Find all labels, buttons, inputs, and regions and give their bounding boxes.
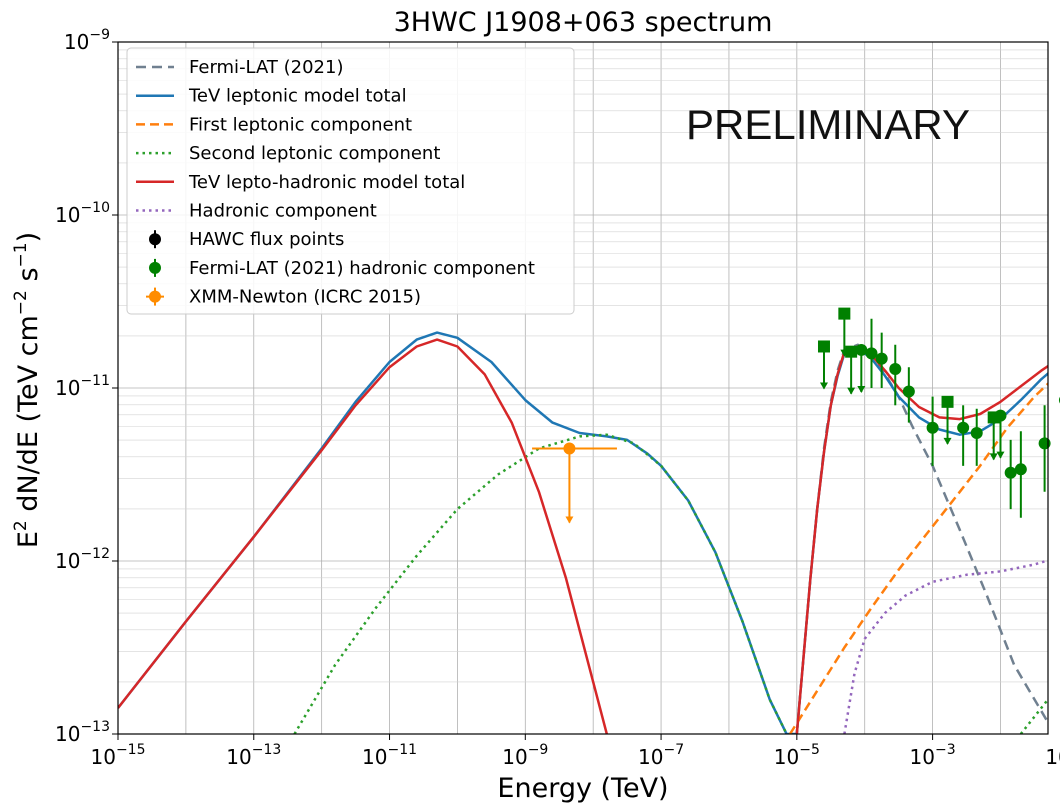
tick-base: 10 bbox=[91, 745, 116, 769]
legend-label: Hadronic component bbox=[189, 201, 377, 222]
x-tick-label: 10−1 bbox=[1045, 742, 1060, 769]
legend-label: Fermi-LAT (2021) bbox=[189, 57, 344, 78]
fermi-point bbox=[845, 345, 858, 358]
fermi-point bbox=[855, 343, 868, 356]
legend-label: Second leptonic component bbox=[189, 143, 440, 164]
tick-sup: −3 bbox=[935, 742, 956, 758]
legend-label: First leptonic component bbox=[189, 114, 412, 135]
tick-base: 10 bbox=[55, 722, 80, 746]
tick-base: 10 bbox=[502, 745, 527, 769]
upper-limit-arrow bbox=[819, 382, 828, 390]
data-points bbox=[532, 307, 1060, 524]
series-line bbox=[795, 345, 1048, 734]
tick-sup: −15 bbox=[116, 742, 146, 758]
tick-sup: −13 bbox=[80, 719, 110, 735]
x-tick-label: 10−7 bbox=[638, 742, 684, 769]
fermi-point bbox=[926, 421, 939, 434]
x-tick-label: 10−13 bbox=[226, 742, 281, 769]
curves bbox=[118, 331, 1048, 734]
legend-swatch-marker bbox=[149, 233, 161, 246]
series-line bbox=[843, 559, 1048, 734]
tick-sup: −10 bbox=[80, 200, 110, 216]
chart-title: 3HWC J1908+063 spectrum bbox=[394, 7, 773, 38]
fermi-point bbox=[838, 307, 851, 320]
tick-sup: −9 bbox=[528, 742, 549, 758]
series-line bbox=[118, 338, 609, 734]
fermi-point bbox=[941, 395, 954, 408]
y-tick-label: 10−11 bbox=[55, 373, 110, 400]
y-label-sup: 2 bbox=[11, 520, 31, 531]
legend-label: XMM-Newton (ICRC 2015) bbox=[189, 287, 421, 308]
y-tick-label: 10−13 bbox=[55, 719, 110, 746]
legend-label: HAWC flux points bbox=[189, 229, 344, 250]
legend-label: TeV lepto-hadronic model total bbox=[188, 172, 465, 193]
y-tick-label: 10−10 bbox=[55, 200, 110, 227]
legend-box bbox=[126, 47, 575, 315]
y-label-sup: −2 bbox=[11, 290, 31, 315]
tick-base: 10 bbox=[55, 549, 80, 573]
tick-base: 10 bbox=[638, 745, 663, 769]
legend-swatch-marker bbox=[149, 261, 161, 274]
fermi-point bbox=[1004, 466, 1017, 479]
y-label-part: E bbox=[13, 531, 44, 548]
upper-limit-arrow bbox=[857, 385, 866, 393]
xmm-point bbox=[563, 442, 576, 455]
y-axis-label: E2 dN/dE (TeV cm−2 s−1) bbox=[11, 232, 44, 548]
y-tick-label: 10−12 bbox=[55, 546, 110, 573]
watermark-preliminary: PRELIMINARY bbox=[686, 101, 970, 148]
tick-base: 10 bbox=[774, 745, 799, 769]
fermi-point bbox=[970, 426, 983, 439]
tick-base: 10 bbox=[910, 745, 935, 769]
tick-sup: −5 bbox=[799, 742, 820, 758]
x-axis-label: Energy (TeV) bbox=[497, 773, 668, 804]
legend: Fermi-LAT (2021) TeV leptonic model total… bbox=[126, 47, 575, 315]
fermi-point bbox=[902, 385, 915, 398]
fermi-point bbox=[1038, 437, 1051, 450]
x-tick-label: 10−9 bbox=[502, 742, 548, 769]
fermi-point bbox=[889, 362, 902, 375]
legend-label: Fermi-LAT (2021) hadronic component bbox=[189, 258, 535, 279]
y-label-sup: −1 bbox=[11, 242, 31, 267]
upper-limit-arrow bbox=[989, 453, 998, 461]
tick-sup: −9 bbox=[89, 27, 110, 43]
legend-swatch-marker bbox=[149, 290, 161, 303]
tick-sup: −11 bbox=[387, 742, 417, 758]
legend-label: TeV leptonic model total bbox=[188, 86, 407, 107]
x-tick-label: 10−11 bbox=[362, 742, 417, 769]
y-label-part: dN/dE (TeV cm bbox=[13, 315, 44, 520]
tick-sup: −13 bbox=[252, 742, 282, 758]
fermi-point bbox=[957, 421, 970, 434]
upper-limit-arrow bbox=[847, 387, 856, 395]
fermi-point bbox=[1014, 463, 1027, 476]
x-tick-label: 10−15 bbox=[91, 742, 146, 769]
tick-base: 10 bbox=[64, 30, 89, 54]
x-tick-label: 10−3 bbox=[910, 742, 956, 769]
tick-sup: −7 bbox=[663, 742, 684, 758]
tick-base: 10 bbox=[55, 203, 80, 227]
fermi-point bbox=[875, 352, 888, 365]
fermi-point bbox=[994, 409, 1007, 422]
tick-sup: −12 bbox=[80, 546, 110, 562]
series-line bbox=[788, 381, 1048, 734]
series-line bbox=[293, 433, 788, 734]
upper-limit-arrow bbox=[565, 516, 574, 524]
tick-base: 10 bbox=[1045, 745, 1060, 769]
tick-base: 10 bbox=[55, 376, 80, 400]
upper-limit-arrow bbox=[943, 437, 952, 445]
y-label-part: s bbox=[13, 267, 44, 290]
upper-limit-arrow bbox=[996, 451, 1005, 459]
tick-base: 10 bbox=[362, 745, 387, 769]
fermi-point bbox=[817, 340, 830, 353]
x-tick-label: 10−5 bbox=[774, 742, 820, 769]
tick-sup: −11 bbox=[80, 373, 110, 389]
tick-base: 10 bbox=[226, 745, 251, 769]
fermi-point bbox=[865, 347, 878, 360]
series-line bbox=[795, 343, 1048, 734]
y-tick-label: 10−9 bbox=[64, 27, 110, 54]
y-label-part: ) bbox=[13, 232, 44, 243]
